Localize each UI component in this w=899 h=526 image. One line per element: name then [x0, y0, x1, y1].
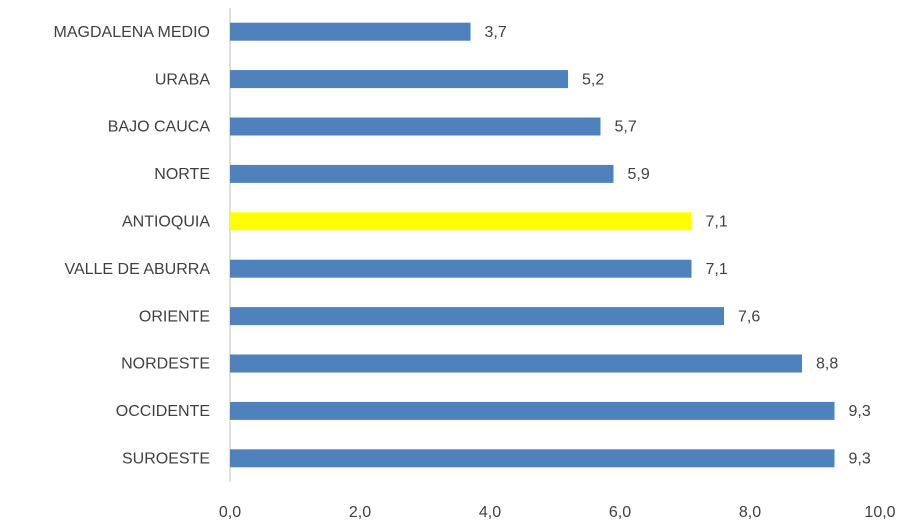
value-label: 5,2: [582, 71, 604, 88]
y-tick-label: URABA: [155, 71, 210, 88]
bar: [230, 212, 692, 231]
x-tick-label: 10,0: [864, 504, 895, 521]
x-tick-label: 6,0: [609, 504, 631, 521]
x-tick-label: 2,0: [349, 504, 371, 521]
y-tick-label: NORDESTE: [121, 356, 210, 373]
y-tick-label: MAGDALENA MEDIO: [54, 24, 210, 41]
value-label: 8,8: [816, 356, 838, 373]
value-label: 7,1: [706, 261, 728, 278]
bar: [230, 22, 471, 41]
value-label: 5,7: [615, 119, 637, 136]
x-tick-label: 0,0: [219, 504, 241, 521]
value-label: 7,6: [738, 308, 760, 325]
y-tick-label: BAJO CAUCA: [108, 119, 211, 136]
x-tick-label: 8,0: [739, 504, 761, 521]
bar: [230, 259, 692, 278]
value-label: 3,7: [485, 24, 507, 41]
bar: [230, 70, 568, 89]
x-tick-label: 4,0: [479, 504, 501, 521]
bar: [230, 307, 724, 326]
bar: [230, 401, 835, 420]
y-tick-label: SUROESTE: [122, 451, 210, 468]
y-tick-label: ORIENTE: [139, 308, 210, 325]
bar: [230, 354, 802, 373]
value-label: 5,9: [628, 166, 650, 183]
y-tick-label: NORTE: [154, 166, 210, 183]
bar: [230, 117, 601, 136]
value-label: 7,1: [706, 214, 728, 231]
value-label: 9,3: [849, 403, 871, 420]
bar: [230, 164, 614, 183]
value-label: 9,3: [849, 451, 871, 468]
y-tick-label: VALLE DE ABURRA: [64, 261, 210, 278]
bar: [230, 449, 835, 468]
y-tick-label: ANTIOQUIA: [122, 214, 210, 231]
y-tick-label: OCCIDENTE: [116, 403, 210, 420]
